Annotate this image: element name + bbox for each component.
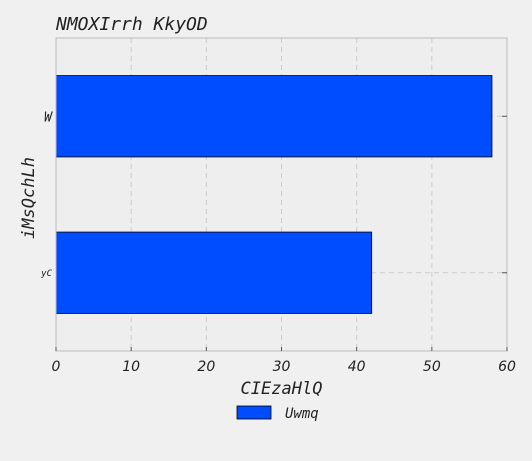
y-tick-label: yC [40, 269, 52, 279]
x-tick-label: 10 [122, 359, 140, 375]
x-tick-label: 60 [498, 359, 516, 375]
legend: Uwmq [237, 406, 319, 422]
x-tick-label: 30 [273, 359, 291, 375]
y-tick-label: W [44, 110, 53, 125]
x-axis-label: CIEzaHlQ [241, 379, 323, 399]
x-tick-label: 0 [52, 359, 61, 375]
x-tick-label: 50 [423, 359, 441, 375]
legend-label: Uwmq [285, 406, 319, 422]
bar-yc [56, 232, 372, 313]
y-axis-label: iMsQchLh [19, 157, 39, 239]
legend-swatch [237, 406, 271, 419]
x-tick-label: 20 [197, 359, 215, 375]
bar-w [56, 76, 492, 157]
x-tick-label: 40 [348, 359, 366, 375]
chart-title: NMOXIrrh KkyOD [55, 14, 208, 35]
